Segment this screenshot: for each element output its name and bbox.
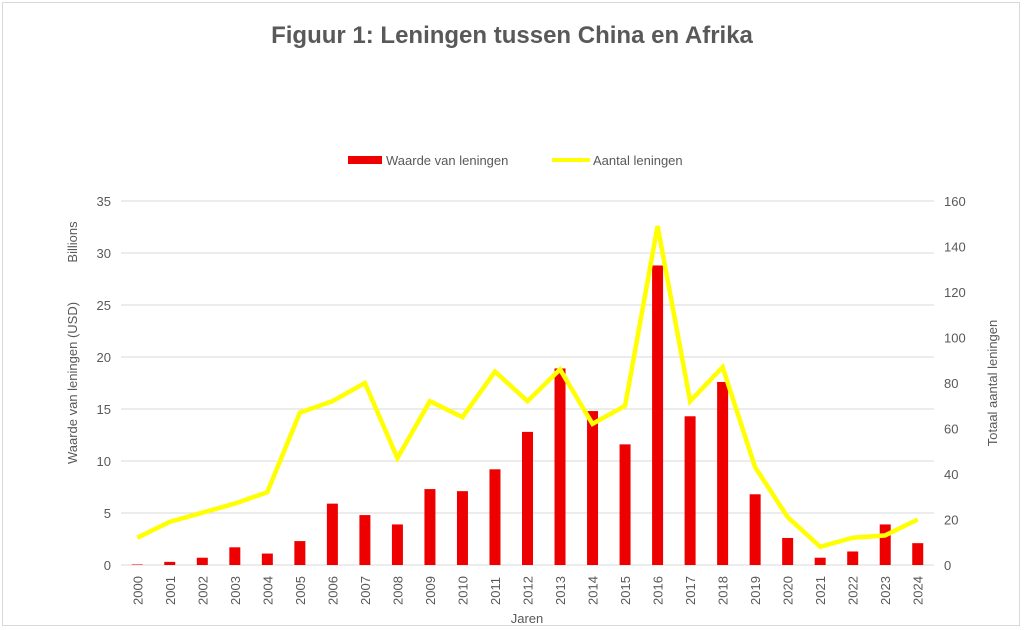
y-left-tick-label: 30 <box>97 246 111 261</box>
x-tick-label: 2023 <box>878 576 893 605</box>
bar-2016 <box>652 265 664 565</box>
x-tick-label: 2004 <box>260 576 275 605</box>
x-tick-label: 2006 <box>325 576 340 605</box>
x-tick-label: 2005 <box>293 576 308 605</box>
y-left-tick-label: 35 <box>97 194 111 209</box>
legend-label-bar: Waarde van leningen <box>386 153 508 168</box>
x-tick-label: 2007 <box>358 576 373 605</box>
x-tick-label: 2020 <box>781 576 796 605</box>
x-tick-label: 2019 <box>748 576 763 605</box>
bar-2021 <box>814 557 826 565</box>
x-tick-label: 2000 <box>130 576 145 605</box>
bar-2023 <box>879 524 891 565</box>
x-tick-label: 2024 <box>911 576 926 605</box>
y-left-tick-label: 0 <box>104 558 111 573</box>
x-tick-label: 2021 <box>813 576 828 605</box>
x-tick-label: 2017 <box>683 576 698 605</box>
x-tick-label: 2009 <box>423 576 438 605</box>
bar-2006 <box>326 503 338 565</box>
bar-2017 <box>684 416 696 565</box>
y-left-tick-label: 10 <box>97 454 111 469</box>
x-tick-label: 2013 <box>553 576 568 605</box>
y-right-tick-label: 140 <box>944 240 966 255</box>
bar-2004 <box>261 553 273 565</box>
bar-2024 <box>912 543 924 565</box>
x-tick-label: 2022 <box>846 576 861 605</box>
x-tick-label: 2015 <box>618 576 633 605</box>
bar-2002 <box>196 557 208 565</box>
y-right-tick-label: 0 <box>944 558 951 573</box>
bar-2020 <box>782 537 794 565</box>
bar-2009 <box>424 489 436 565</box>
y-left-title: Waarde van leningen (USD) <box>65 302 80 464</box>
bar-2000 <box>131 564 143 565</box>
y-left-tick-label: 25 <box>97 298 111 313</box>
y-right-tick-label: 40 <box>944 467 958 482</box>
legend-swatch-bar <box>348 156 382 164</box>
y-right-tick-label: 100 <box>944 331 966 346</box>
y-right-tick-label: 160 <box>944 194 966 209</box>
y-right-tick-label: 60 <box>944 422 958 437</box>
bar-2011 <box>489 469 501 565</box>
x-tick-label: 2018 <box>716 576 731 605</box>
x-tick-label: 2002 <box>195 576 210 605</box>
x-tick-label: 2001 <box>163 576 178 605</box>
x-title: Jaren <box>511 611 544 626</box>
y-left-tick-label: 5 <box>104 506 111 521</box>
bar-2010 <box>456 491 468 565</box>
x-tick-label: 2010 <box>455 576 470 605</box>
x-tick-label: 2003 <box>228 576 243 605</box>
legend: Waarde van leningen Aantal leningen <box>348 153 683 168</box>
bar-2022 <box>847 551 859 565</box>
y-left-tick-label: 15 <box>97 402 111 417</box>
bar-2008 <box>391 524 403 565</box>
bar-2015 <box>619 444 631 565</box>
bar-2013 <box>554 368 566 565</box>
bar-2003 <box>229 547 241 565</box>
y-right-tick-label: 120 <box>944 285 966 300</box>
y-left-tick-label: 20 <box>97 350 111 365</box>
chart-title: Figuur 1: Leningen tussen China en Afrik… <box>271 22 753 49</box>
bar-2005 <box>294 541 306 565</box>
y-right-title: Totaal aantal leningen <box>985 320 1000 447</box>
x-tick-label: 2016 <box>651 576 666 605</box>
y-left-unit: Billions <box>65 221 80 263</box>
bar-2018 <box>717 381 729 565</box>
x-tick-label: 2011 <box>488 577 503 605</box>
y-right-tick-label: 80 <box>944 376 958 391</box>
y-right-tick-label: 20 <box>944 513 958 528</box>
bar-2019 <box>749 494 761 565</box>
x-tick-label: 2008 <box>390 576 405 605</box>
bar-2007 <box>359 515 371 565</box>
x-tick-label: 2012 <box>521 576 536 605</box>
legend-label-line: Aantal leningen <box>593 153 683 168</box>
bar-2012 <box>522 431 533 565</box>
bar-2014 <box>587 411 599 565</box>
bar-2001 <box>164 561 176 565</box>
x-tick-label: 2014 <box>586 576 601 605</box>
